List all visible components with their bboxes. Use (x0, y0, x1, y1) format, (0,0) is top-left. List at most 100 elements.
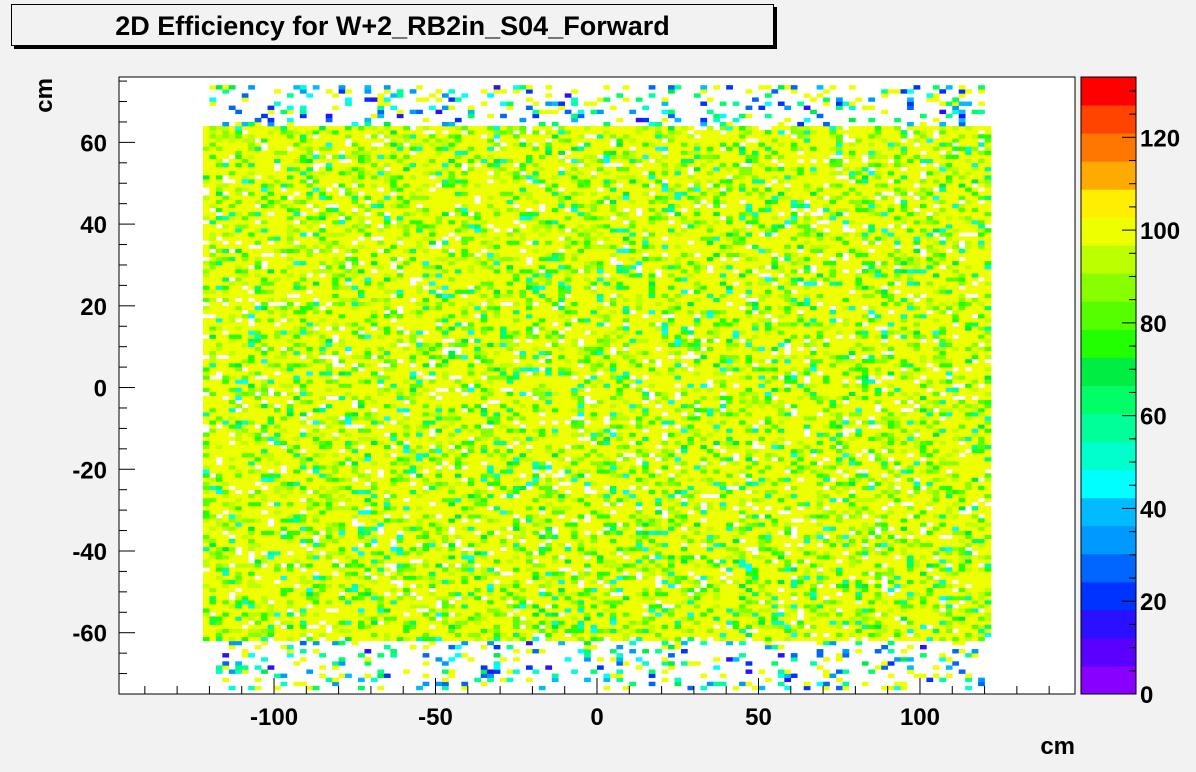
heatmap-cell (836, 653, 843, 658)
heatmap-cell (635, 485, 643, 490)
heatmap-cell (241, 587, 249, 593)
heatmap-cell (668, 530, 675, 535)
heatmap-cell (487, 510, 494, 515)
heatmap-cell (687, 612, 695, 617)
heatmap-cell (713, 538, 721, 544)
heatmap-cell (228, 550, 236, 556)
heatmap-cell (706, 481, 714, 486)
heatmap-cell (680, 546, 688, 552)
heatmap-cell (222, 661, 230, 666)
heatmap-cell (416, 628, 423, 634)
heatmap-cell (448, 636, 456, 642)
heatmap-cell (919, 628, 927, 634)
heatmap-cell (364, 534, 372, 540)
heatmap-cell (597, 616, 604, 621)
heatmap-cell (429, 510, 436, 515)
heatmap-cell (739, 489, 746, 495)
heatmap-cell (887, 620, 895, 625)
heatmap-cell (254, 591, 262, 597)
heatmap-cell (235, 477, 243, 482)
heatmap-cell (461, 481, 469, 486)
heatmap-cell (248, 600, 255, 605)
heatmap-cell (777, 628, 785, 634)
heatmap-cell (648, 473, 656, 478)
heatmap-cell (370, 477, 378, 482)
heatmap-cell (396, 506, 404, 511)
heatmap-cell (364, 559, 372, 564)
heatmap-cell (396, 522, 404, 527)
heatmap-cell (209, 497, 217, 503)
heatmap-cell (797, 620, 804, 625)
heatmap-cell (319, 632, 326, 638)
heatmap-cell (332, 632, 339, 638)
heatmap-cell (932, 595, 940, 601)
heatmap-cell (506, 477, 514, 482)
heatmap-cell (538, 555, 546, 560)
heatmap-cell (519, 477, 527, 482)
heatmap-cell (545, 563, 553, 568)
heatmap-cell (842, 632, 850, 638)
heatmap-cell (590, 485, 598, 490)
heatmap-cell (280, 604, 288, 609)
heatmap-cell (803, 550, 811, 556)
heatmap-cell (332, 595, 339, 601)
heatmap-cell (868, 620, 876, 625)
heatmap-cell (571, 538, 578, 544)
heatmap-cell (577, 538, 585, 544)
heatmap-cell (739, 591, 746, 597)
heatmap-cell (241, 469, 249, 474)
heatmap-cell (887, 661, 895, 666)
heatmap-cell (971, 575, 979, 580)
heatmap-cell (261, 518, 268, 523)
heatmap-cell (571, 497, 578, 503)
heatmap-cell (829, 624, 837, 629)
heatmap-cell (332, 514, 339, 519)
heatmap-cell (532, 485, 540, 490)
heatmap-cell (926, 518, 934, 523)
heatmap-cell (642, 624, 649, 629)
heatmap-cell (900, 559, 908, 564)
heatmap-cell (551, 506, 559, 511)
heatmap-cell (868, 616, 876, 621)
heatmap-cell (926, 481, 934, 486)
heatmap-cell (487, 481, 494, 486)
heatmap-cell (312, 616, 320, 621)
heatmap-cell (816, 530, 824, 535)
heatmap-cell (784, 685, 792, 691)
heatmap-cell (209, 559, 217, 564)
heatmap-cell (932, 571, 940, 576)
heatmap-cell (370, 571, 378, 576)
heatmap-cell (603, 591, 611, 597)
heatmap-cell (525, 481, 533, 486)
heatmap-cell (351, 567, 359, 572)
heatmap-cell (558, 579, 565, 584)
heatmap-cell (939, 579, 947, 584)
heatmap-cell (519, 485, 527, 490)
heatmap-cell (622, 526, 630, 531)
heatmap-cell (215, 600, 223, 605)
heatmap-cell (726, 657, 733, 662)
heatmap-cell (461, 538, 469, 544)
heatmap-cell (532, 600, 540, 605)
heatmap-cell (726, 575, 733, 580)
heatmap-cell (370, 469, 378, 474)
heatmap-cell (603, 673, 611, 678)
heatmap-cell (797, 538, 804, 544)
heatmap-cell (848, 514, 856, 519)
heatmap-cell (887, 506, 895, 511)
heatmap-cell (474, 506, 482, 511)
heatmap-cell (358, 608, 365, 613)
heatmap-cell (965, 481, 972, 486)
heatmap-cell (810, 616, 817, 621)
heatmap-cell (228, 632, 236, 638)
heatmap-cell (894, 608, 901, 613)
heatmap-cell (202, 550, 210, 556)
heatmap-cell (829, 673, 837, 678)
heatmap-cell (293, 571, 301, 576)
heatmap-cell (952, 473, 960, 478)
heatmap-cell (396, 632, 404, 638)
heatmap-cell (900, 632, 908, 638)
heatmap-cell (803, 538, 811, 544)
heatmap-cell (306, 550, 314, 556)
heatmap-cell (332, 567, 339, 572)
